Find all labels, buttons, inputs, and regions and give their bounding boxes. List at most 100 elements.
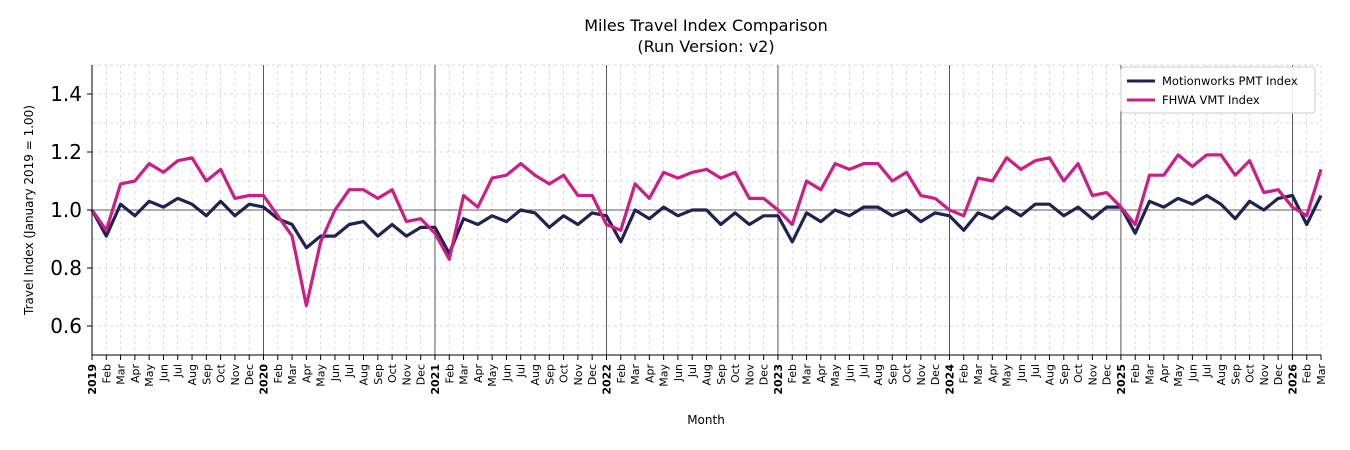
x-tick-label-month: Aug: [1043, 364, 1056, 385]
x-tick-label-month: May: [1001, 364, 1014, 387]
y-tick-label: 0.6: [50, 314, 82, 338]
x-tick-label-month: Feb: [272, 364, 285, 383]
x-tick-label-month: Mar: [115, 364, 128, 385]
series-layer: [90, 153, 1323, 308]
y-axis-ticks: 0.6 0.8 1.0 1.2 1.4: [50, 82, 92, 338]
x-tick-label-month: May: [1172, 364, 1185, 387]
x-axis-label: Month: [687, 413, 725, 427]
x-tick-label-month: Apr: [300, 364, 313, 384]
x-tick-label-month: Jun: [672, 364, 685, 382]
x-tick-label-month: Feb: [100, 364, 113, 383]
x-tick-label-month: Dec: [929, 364, 942, 385]
x-tick-label-month: Sep: [715, 364, 728, 385]
x-tick-label-month: Aug: [701, 364, 714, 385]
x-tick-label-month: Aug: [358, 364, 371, 385]
x-tick-label-month: Sep: [886, 364, 899, 385]
x-tick-label-year: 2020: [257, 364, 270, 395]
x-tick-label-year: 2025: [1115, 364, 1128, 395]
x-tick-label-month: Nov: [572, 364, 585, 386]
x-tick-label-month: Aug: [529, 364, 542, 385]
x-tick-label-month: Mar: [1144, 364, 1157, 385]
x-tick-label-month: Dec: [1272, 364, 1285, 385]
x-tick-label-month: Oct: [729, 363, 742, 383]
x-tick-label-year: 2026: [1286, 364, 1299, 395]
x-tick-label-month: Jun: [500, 364, 513, 382]
x-tick-label-year: 2021: [429, 364, 442, 395]
y-tick-label: 1.2: [50, 140, 82, 164]
x-tick-label-month: Jul: [686, 364, 699, 378]
x-tick-label-month: Apr: [815, 364, 828, 384]
x-tick-label-month: Jul: [1029, 364, 1042, 378]
x-tick-label-month: Dec: [758, 364, 771, 385]
x-tick-label-month: Sep: [372, 364, 385, 385]
x-tick-label-month: Sep: [1229, 364, 1242, 385]
x-tick-label-month: Apr: [1158, 364, 1171, 384]
x-tick-label-month: Mar: [286, 364, 299, 385]
x-tick-label-month: Feb: [786, 364, 799, 383]
x-tick-label-month: Feb: [443, 364, 456, 383]
y-tick-label: 1.4: [50, 82, 82, 106]
x-tick-label-month: Jul: [343, 364, 356, 378]
x-tick-label-month: Jul: [515, 364, 528, 378]
x-tick-label-month: Nov: [400, 364, 413, 386]
x-tick-label-month: Apr: [472, 364, 485, 384]
chart-title: Miles Travel Index Comparison: [584, 16, 828, 35]
series-line-0: [90, 193, 1323, 256]
x-tick-label-month: Feb: [1301, 364, 1314, 383]
x-tick-label-year: 2023: [772, 364, 785, 395]
x-tick-label-month: Aug: [872, 364, 885, 385]
x-tick-label-month: Aug: [1215, 364, 1228, 385]
x-tick-label-month: Dec: [415, 364, 428, 385]
x-tick-label-month: Nov: [915, 364, 928, 386]
x-tick-label-month: Jul: [858, 364, 871, 378]
x-tick-label-month: Oct: [1072, 363, 1085, 383]
x-tick-label-month: Nov: [743, 364, 756, 386]
x-tick-label-month: Oct: [386, 363, 399, 383]
x-tick-label-month: Nov: [229, 364, 242, 386]
x-tick-label-month: Aug: [186, 364, 199, 385]
x-tick-label-month: Jun: [329, 364, 342, 382]
x-tick-label-month: May: [829, 364, 842, 387]
x-tick-label-month: Apr: [129, 364, 142, 384]
x-tick-label-month: Mar: [629, 364, 642, 385]
legend: Motionworks PMT Index FHWA VMT Index: [1120, 66, 1316, 114]
x-tick-label-month: Dec: [1101, 364, 1114, 385]
x-tick-label-year: 2022: [600, 364, 613, 395]
x-tick-label-month: Mar: [1315, 364, 1328, 385]
legend-label-motionworks: Motionworks PMT Index: [1162, 74, 1298, 88]
x-tick-label-month: May: [143, 364, 156, 387]
x-tick-label-month: Nov: [1258, 364, 1271, 386]
x-tick-label-month: Jul: [1201, 364, 1214, 378]
x-tick-label-month: Mar: [458, 364, 471, 385]
x-tick-label-month: Oct: [215, 363, 228, 383]
x-tick-label-month: Feb: [1129, 364, 1142, 383]
x-tick-label-month: Feb: [615, 364, 628, 383]
chart-subtitle: (Run Version: v2): [637, 37, 774, 56]
x-tick-label-month: Dec: [243, 364, 256, 385]
x-tick-label-month: Oct: [558, 363, 571, 383]
x-tick-label-month: Sep: [543, 364, 556, 385]
x-tick-label-month: May: [658, 364, 671, 387]
x-tick-label-month: Sep: [200, 364, 213, 385]
x-axis-ticks: 2019 Feb Mar Apr May Jun Jul Aug Sep Oct Nov Dec 202…: [86, 355, 1328, 395]
x-tick-label-month: Oct: [901, 363, 914, 383]
x-tick-label-month: Sep: [1058, 364, 1071, 385]
legend-box: [1120, 66, 1316, 114]
x-tick-label-month: Mar: [801, 364, 814, 385]
x-tick-label-month: Apr: [643, 364, 656, 384]
x-tick-label-month: Jul: [172, 364, 185, 378]
x-tick-label-year: 2024: [943, 364, 956, 395]
y-tick-label: 0.8: [50, 256, 82, 280]
x-tick-label-month: Oct: [1244, 363, 1257, 383]
x-tick-label-month: Jun: [843, 364, 856, 382]
x-tick-label-month: May: [486, 364, 499, 387]
x-tick-label-month: Mar: [972, 364, 985, 385]
x-tick-label-month: Jun: [1015, 364, 1028, 382]
y-axis-label: Travel Index (January 2019 = 1.00): [22, 105, 36, 316]
x-tick-label-year: 2019: [86, 364, 99, 395]
x-tick-label-month: Jun: [1186, 364, 1199, 382]
x-tick-label-month: Apr: [986, 364, 999, 384]
x-tick-label-month: Dec: [586, 364, 599, 385]
x-tick-label-month: May: [315, 364, 328, 387]
